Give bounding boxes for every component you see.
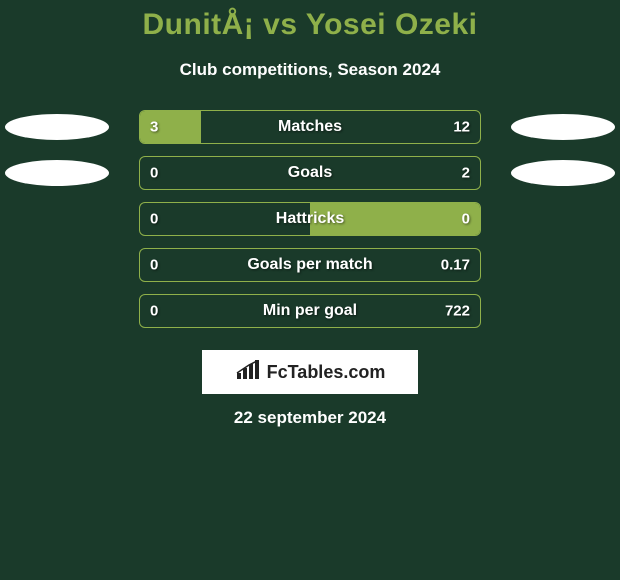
stat-label: Goals [288, 164, 332, 182]
stat-row: 0 2 Goals [0, 156, 620, 190]
stat-rows: 3 12 Matches 0 2 Goals 0 0 Hattricks 0 0.17 Goals p… [0, 110, 620, 328]
comparison-card: DunitÅ¡ vs Yosei Ozeki Club competitions… [0, 0, 620, 428]
stat-value-right: 2 [462, 165, 470, 182]
player-right-marker [511, 114, 615, 140]
stat-value-right: 0 [462, 211, 470, 228]
stat-row: 0 722 Min per goal [0, 294, 620, 328]
stat-value-left: 3 [150, 119, 158, 136]
stat-bar: 0 722 Min per goal [139, 294, 481, 328]
player-right-marker [511, 160, 615, 186]
player-left-marker [5, 160, 109, 186]
bar-chart-icon [235, 359, 263, 386]
stat-row: 0 0.17 Goals per match [0, 248, 620, 282]
stat-value-right: 722 [445, 303, 470, 320]
stat-label: Matches [278, 118, 342, 136]
stat-value-left: 0 [150, 211, 158, 228]
stat-label: Hattricks [276, 210, 344, 228]
logo-text: FcTables.com [267, 362, 386, 383]
stat-bar: 0 2 Goals [139, 156, 481, 190]
date-label: 22 september 2024 [0, 408, 620, 428]
subtitle: Club competitions, Season 2024 [0, 60, 620, 80]
stat-row: 0 0 Hattricks [0, 202, 620, 236]
stat-bar: 0 0.17 Goals per match [139, 248, 481, 282]
stat-label: Min per goal [263, 302, 357, 320]
player-left-marker [5, 114, 109, 140]
stat-bar: 3 12 Matches [139, 110, 481, 144]
stat-bar: 0 0 Hattricks [139, 202, 481, 236]
page-title: DunitÅ¡ vs Yosei Ozeki [0, 8, 620, 42]
stat-label: Goals per match [247, 256, 372, 274]
stat-value-right: 12 [453, 119, 470, 136]
stat-value-left: 0 [150, 303, 158, 320]
stat-value-left: 0 [150, 257, 158, 274]
stat-row: 3 12 Matches [0, 110, 620, 144]
stat-value-right: 0.17 [441, 257, 470, 274]
source-logo: FcTables.com [202, 350, 418, 394]
stat-value-left: 0 [150, 165, 158, 182]
